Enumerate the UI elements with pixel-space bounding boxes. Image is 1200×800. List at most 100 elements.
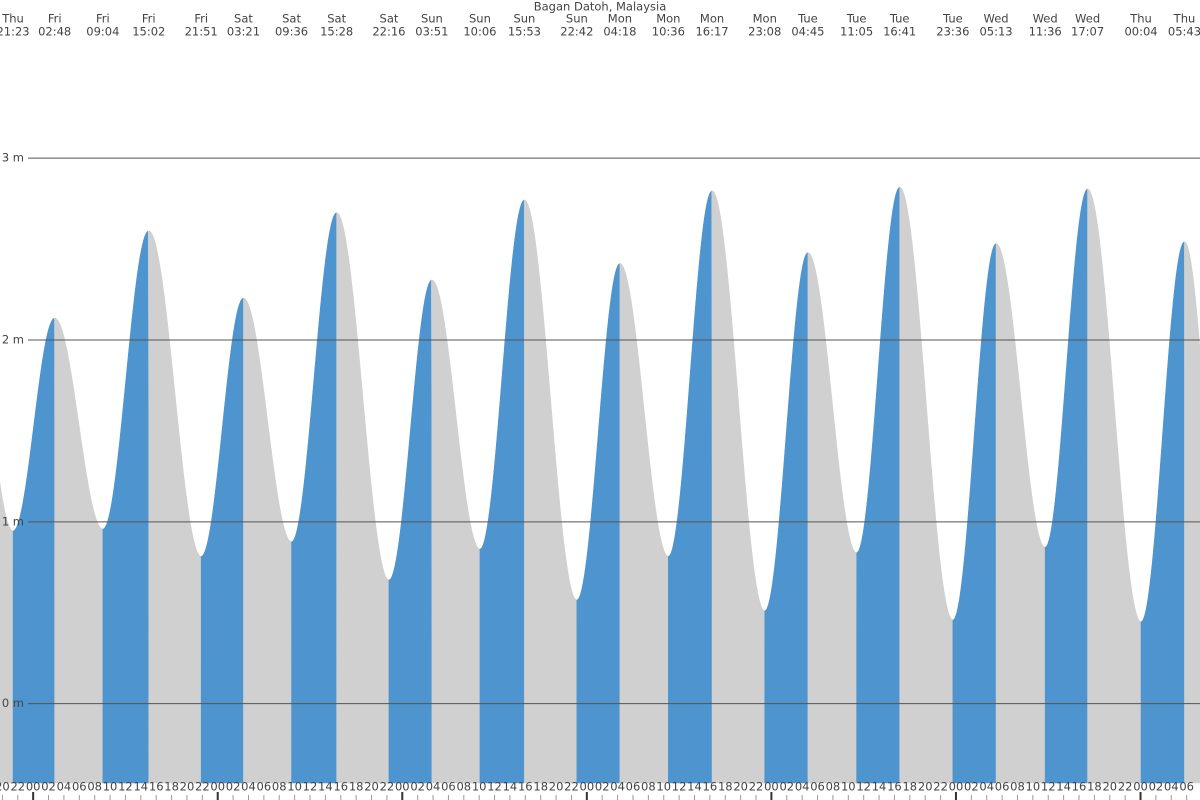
x-tick-label: 22 (195, 780, 210, 794)
x-tick-label: 06 (257, 780, 272, 794)
falling-area (0, 481, 14, 784)
rising-area (952, 243, 997, 784)
rising-area (1044, 188, 1088, 784)
x-tick-label: 16 (149, 780, 164, 794)
x-tick-label: 08 (272, 780, 287, 794)
x-tick-label: 10 (287, 780, 302, 794)
x-tick-label: 10 (1026, 780, 1041, 794)
x-tick-label: 16 (887, 780, 902, 794)
x-tick-label: 18 (349, 780, 364, 794)
x-tick-label: 18 (164, 780, 179, 794)
extreme-time: 10:06 (463, 25, 496, 39)
x-tick-label: 20 (364, 780, 379, 794)
x-tick-label: 22 (10, 780, 25, 794)
falling-area (148, 230, 202, 784)
extreme-time: 05:13 (979, 25, 1012, 39)
falling-area (899, 186, 954, 784)
extreme-day: Wed (984, 12, 1009, 26)
extreme-day: Fri (96, 12, 110, 26)
extreme-day: Thu (1, 12, 24, 26)
rising-area (1140, 241, 1185, 784)
rising-area (102, 230, 150, 784)
extreme-time: 22:42 (560, 25, 593, 39)
falling-area (336, 212, 390, 784)
extreme-day: Mon (753, 12, 777, 26)
rising-area (291, 212, 337, 784)
x-tick-label: 12 (303, 780, 318, 794)
x-tick-label: 00 (26, 780, 41, 794)
grid (28, 157, 1200, 705)
extreme-day: Tue (889, 12, 910, 26)
x-tick-label: 18 (902, 780, 917, 794)
x-tick-label: 10 (656, 780, 671, 794)
x-tick-label: 04 (426, 780, 441, 794)
x-tick-label: 08 (826, 780, 841, 794)
rising-area (668, 190, 713, 784)
extreme-day: Wed (1033, 12, 1058, 26)
x-tick-label: 08 (456, 780, 471, 794)
x-tick-label: 14 (318, 780, 333, 794)
x-tick-label: 20 (0, 780, 10, 794)
falling-area (54, 317, 104, 784)
x-tick-label: 04 (979, 780, 994, 794)
x-tick-label: 14 (687, 780, 702, 794)
falling-area (524, 199, 578, 784)
extreme-time: 04:45 (791, 25, 824, 39)
extreme-day: Sun (421, 12, 443, 26)
y-tick-label: 2 m (2, 333, 24, 347)
extreme-time: 10:36 (652, 25, 685, 39)
extreme-day: Wed (1075, 12, 1100, 26)
x-tick-label: 06 (441, 780, 456, 794)
extreme-time: 22:16 (372, 25, 405, 39)
extreme-time: 00:04 (1124, 25, 1157, 39)
extreme-day: Tue (942, 12, 963, 26)
extreme-day: Mon (656, 12, 680, 26)
x-tick-label: 06 (810, 780, 825, 794)
extreme-time: 03:51 (415, 25, 448, 39)
x-tick-label: 16 (333, 780, 348, 794)
x-tick-label: 02 (595, 780, 610, 794)
x-tick-label: 14 (1056, 780, 1071, 794)
x-tick-label: 00 (764, 780, 779, 794)
x-tick-label: 02 (226, 780, 241, 794)
x-tick-label: 06 (995, 780, 1010, 794)
x-tick-label: 02 (964, 780, 979, 794)
extreme-time: 15:02 (132, 25, 165, 39)
rising-area (479, 199, 525, 784)
x-tick-label: 10 (472, 780, 487, 794)
tide-areas (0, 186, 1200, 784)
rising-area (388, 279, 433, 784)
extreme-time: 17:07 (1071, 25, 1104, 39)
rising-area (764, 252, 809, 784)
x-tick-label: 04 (795, 780, 810, 794)
extreme-time: 23:08 (748, 25, 781, 39)
x-tick-label: 16 (518, 780, 533, 794)
falling-area (995, 243, 1046, 784)
x-tick-label: 00 (580, 780, 595, 794)
x-tick-label: 06 (72, 780, 87, 794)
x-tick-label: 18 (1087, 780, 1102, 794)
x-tick-label: 00 (949, 780, 964, 794)
falling-area (1184, 241, 1200, 784)
x-tick-label: 12 (856, 780, 871, 794)
x-tick-label: 02 (1149, 780, 1164, 794)
extreme-day: Sun (513, 12, 535, 26)
extreme-day: Tue (846, 12, 867, 26)
x-tick-label: 20 (549, 780, 564, 794)
extreme-day: Tue (797, 12, 818, 26)
x-tick-label: 08 (641, 780, 656, 794)
falling-area (619, 263, 669, 784)
extreme-time: 16:41 (883, 25, 916, 39)
x-tick-label: 22 (380, 780, 395, 794)
x-tick-label: 00 (1133, 780, 1148, 794)
x-tick-label: 12 (1041, 780, 1056, 794)
x-tick-label: 06 (1179, 780, 1194, 794)
extreme-time: 15:28 (320, 25, 353, 39)
x-tick-label: 18 (718, 780, 733, 794)
x-tick-label: 16 (703, 780, 718, 794)
extreme-day: Fri (48, 12, 62, 26)
extreme-day: Mon (608, 12, 632, 26)
extreme-day: Fri (142, 12, 156, 26)
